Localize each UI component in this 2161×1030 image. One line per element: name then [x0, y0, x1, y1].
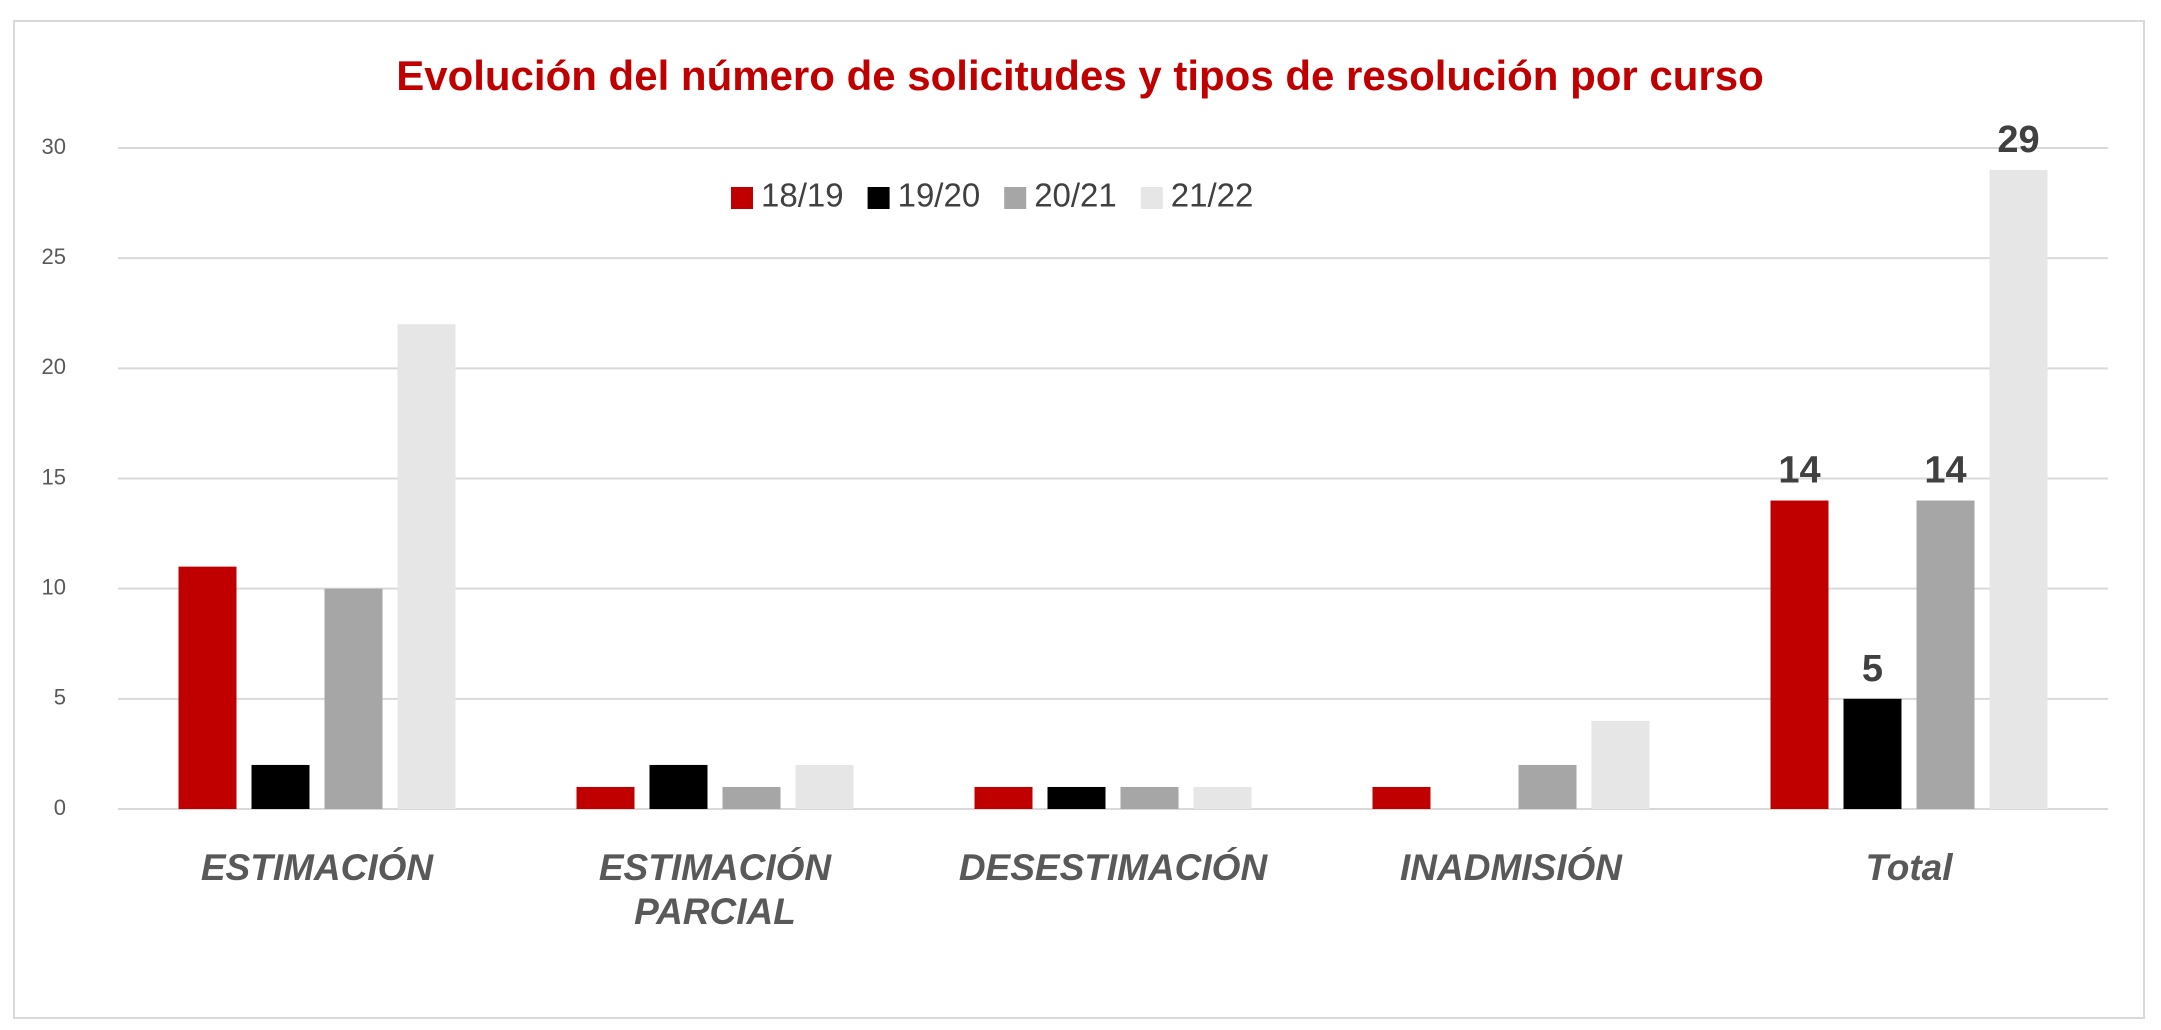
legend-swatch — [1140, 187, 1163, 209]
y-tick-label: 30 — [42, 134, 66, 159]
data-label: 5 — [1862, 648, 1883, 690]
y-tick-label: 25 — [42, 244, 66, 269]
bar — [1916, 500, 1975, 809]
x-tick-label: ESTIMACIÓN — [200, 847, 434, 888]
bar — [324, 588, 383, 809]
x-tick-label: INADMISIÓN — [1400, 847, 1622, 888]
bar — [178, 566, 237, 809]
bar — [1120, 786, 1179, 809]
bar — [795, 764, 854, 809]
bar — [1372, 786, 1431, 809]
data-label: 14 — [1924, 450, 1966, 492]
legend-label: 18/19 — [761, 177, 844, 214]
bar — [397, 324, 456, 809]
bar — [1047, 786, 1106, 809]
legend-label: 20/21 — [1034, 177, 1117, 214]
bar — [1518, 764, 1577, 809]
bar — [1770, 500, 1829, 809]
x-tick-label: Total — [1865, 847, 1953, 888]
legend-label: 19/20 — [898, 177, 981, 214]
legend-label: 21/22 — [1171, 177, 1254, 214]
legend-swatch — [731, 187, 753, 209]
x-tick-label: DESESTIMACIÓN — [958, 847, 1268, 888]
y-tick-label: 15 — [42, 464, 66, 489]
bar — [974, 786, 1033, 809]
data-label: 14 — [1778, 450, 1820, 492]
y-tick-label: 0 — [54, 795, 66, 820]
bar — [576, 786, 635, 809]
bar — [1843, 698, 1902, 809]
chart-title: Evolución del número de solicitudes y ti… — [396, 52, 1764, 99]
y-tick-label: 5 — [54, 685, 66, 710]
legend-swatch — [867, 187, 890, 209]
bar — [1591, 720, 1650, 809]
bar — [649, 764, 708, 809]
x-tick-label: ESTIMACIÓN PARCIAL — [598, 847, 832, 932]
y-tick-label: 20 — [42, 354, 66, 379]
data-label: 29 — [1997, 119, 2039, 161]
bar — [1989, 170, 2048, 810]
bar — [251, 764, 310, 809]
legend-swatch — [1004, 187, 1027, 209]
y-tick-label: 10 — [42, 574, 66, 599]
bar — [1193, 786, 1252, 809]
bar — [722, 786, 781, 809]
